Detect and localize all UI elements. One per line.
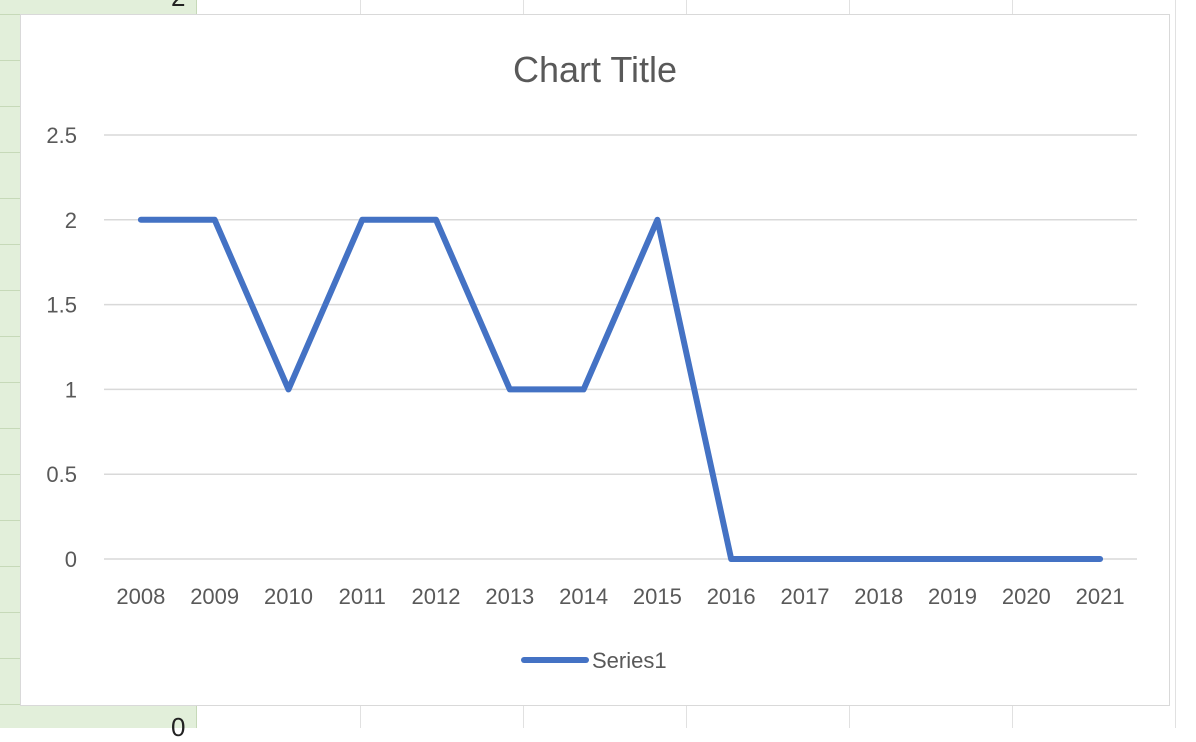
series-line[interactable] bbox=[137, 216, 1104, 562]
x-tick-label: 2020 bbox=[1002, 584, 1051, 609]
x-tick-label: 2015 bbox=[633, 584, 682, 609]
legend-entry[interactable]: Series1 bbox=[592, 648, 667, 673]
y-tick-label: 0.5 bbox=[46, 462, 77, 487]
x-tick-label: 2009 bbox=[190, 584, 239, 609]
x-tick-label: 2011 bbox=[339, 584, 386, 609]
cell-value-top[interactable]: 2 bbox=[171, 0, 185, 10]
x-tick-label: 2016 bbox=[707, 584, 756, 609]
gridlines bbox=[104, 134, 1137, 560]
y-tick-label: 1.5 bbox=[46, 293, 77, 318]
y-axis-ticks: 0 0.5 1 1.5 2 2.5 bbox=[46, 123, 77, 572]
x-tick-label: 2018 bbox=[854, 584, 903, 609]
y-tick-label: 0 bbox=[65, 547, 77, 572]
y-tick-label: 2.5 bbox=[46, 123, 77, 148]
x-tick-label: 2021 bbox=[1076, 584, 1125, 609]
x-tick-label: 2014 bbox=[559, 584, 608, 609]
x-tick-label: 2010 bbox=[264, 584, 313, 609]
legend[interactable]: Series1 bbox=[521, 648, 667, 673]
x-axis-ticks: 2008 2009 2010 2011 2012 2013 2014 2015 2016 2017… bbox=[116, 584, 1124, 609]
chart-title[interactable]: Chart Title bbox=[513, 49, 677, 90]
x-tick-label: 2012 bbox=[412, 584, 461, 609]
x-tick-label: 2008 bbox=[116, 584, 165, 609]
column-divider bbox=[1175, 0, 1176, 728]
y-tick-label: 1 bbox=[65, 377, 77, 402]
x-tick-label: 2017 bbox=[780, 584, 829, 609]
y-tick-label: 2 bbox=[65, 208, 77, 233]
series-lines bbox=[137, 216, 1104, 562]
x-tick-label: 2013 bbox=[485, 584, 534, 609]
x-tick-label: 2019 bbox=[928, 584, 977, 609]
